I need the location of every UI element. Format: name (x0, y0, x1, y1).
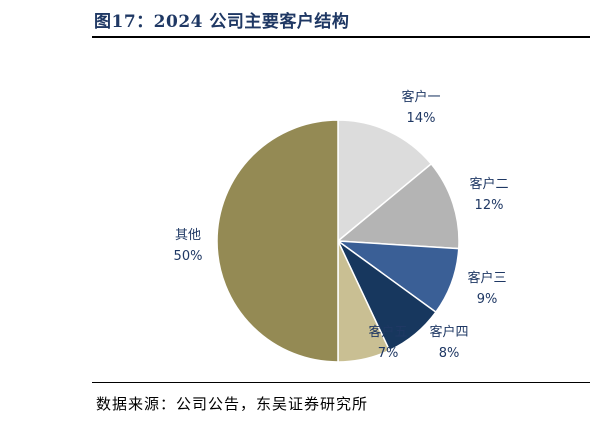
slice-label-6: 其他 (175, 228, 201, 243)
pie-slice-2 (336, 162, 460, 250)
slice-value-4: 8% (439, 346, 460, 361)
slice-value-3: 9% (477, 292, 498, 307)
slice-value-1: 14% (407, 111, 436, 126)
page-title: 图17：2024 公司主要客户结构 (94, 12, 350, 32)
slice-label-1: 客户一 (401, 89, 440, 105)
title-divider (92, 36, 590, 38)
slice-value-2: 12% (475, 198, 504, 213)
slice-value-5: 7% (378, 346, 399, 361)
slice-value-6: 50% (174, 249, 203, 264)
pie-slice-6 (216, 119, 339, 363)
slice-label-5: 客户五 (368, 324, 407, 340)
slice-label-2: 客户二 (469, 176, 508, 192)
footer-divider (92, 382, 590, 383)
slice-label-4: 客户四 (429, 324, 468, 340)
slice-label-3: 客户三 (467, 270, 506, 286)
pie-slice-1 (337, 119, 433, 243)
source-note: 数据来源：公司公告，东吴证券研究所 (96, 395, 369, 413)
